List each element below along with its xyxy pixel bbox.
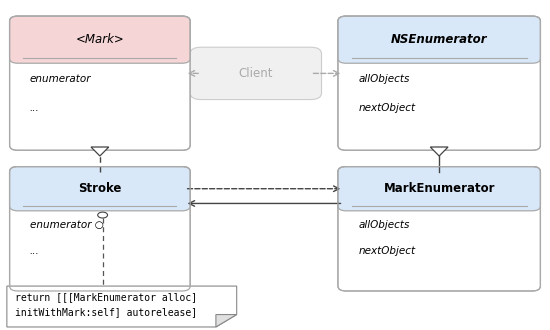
Text: enumerator ○: enumerator ○: [30, 219, 103, 230]
FancyBboxPatch shape: [338, 167, 541, 291]
Polygon shape: [7, 286, 236, 327]
Circle shape: [98, 212, 108, 218]
Bar: [18, 189, 182, 206]
Text: <Mark>: <Mark>: [75, 33, 124, 46]
Text: allObjects: allObjects: [358, 74, 410, 83]
Text: NSEnumerator: NSEnumerator: [391, 33, 487, 46]
FancyBboxPatch shape: [9, 167, 190, 291]
Text: ...: ...: [30, 103, 40, 113]
Text: MarkEnumerator: MarkEnumerator: [383, 182, 495, 195]
FancyBboxPatch shape: [338, 16, 541, 63]
Bar: [346, 189, 532, 206]
Polygon shape: [216, 314, 236, 327]
Polygon shape: [430, 147, 448, 156]
FancyBboxPatch shape: [9, 167, 190, 211]
FancyBboxPatch shape: [190, 47, 322, 100]
Text: Stroke: Stroke: [78, 182, 122, 195]
FancyBboxPatch shape: [9, 16, 190, 150]
Text: allObjects: allObjects: [358, 219, 410, 230]
FancyBboxPatch shape: [338, 167, 541, 211]
Text: Client: Client: [239, 67, 273, 80]
FancyBboxPatch shape: [338, 16, 541, 150]
Polygon shape: [91, 147, 109, 156]
Bar: [346, 40, 532, 58]
Text: nextObject: nextObject: [358, 246, 415, 256]
Bar: [18, 40, 182, 58]
Text: ...: ...: [30, 246, 40, 256]
Text: initWithMark:self] autorelease]: initWithMark:self] autorelease]: [15, 307, 197, 316]
Text: return [[[MarkEnumerator alloc]: return [[[MarkEnumerator alloc]: [15, 292, 197, 302]
Text: enumerator: enumerator: [30, 74, 91, 83]
FancyBboxPatch shape: [9, 16, 190, 63]
Text: nextObject: nextObject: [358, 103, 415, 113]
